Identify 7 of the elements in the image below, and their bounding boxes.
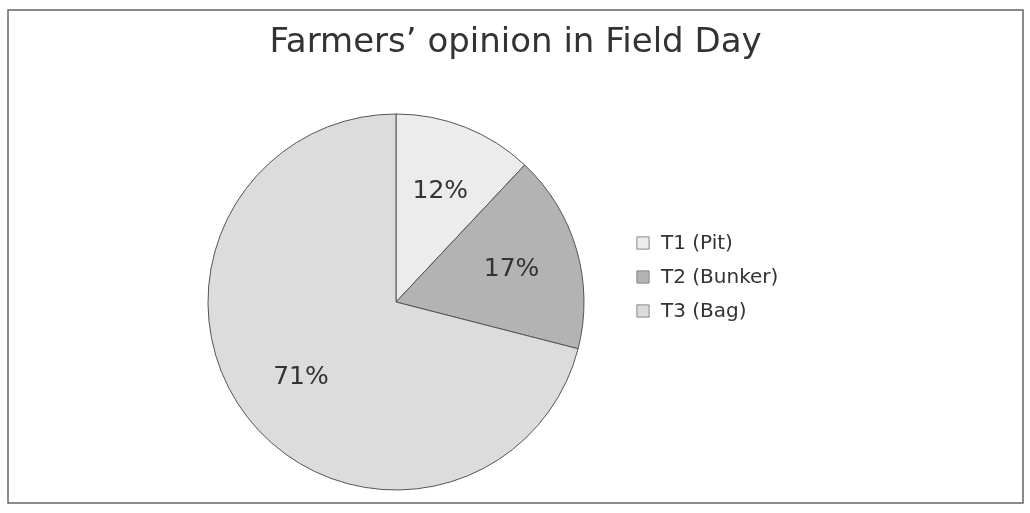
legend-label: T2 (Bunker) (660, 264, 779, 288)
data-label: 71% (273, 360, 329, 390)
legend-label: T3 (Bag) (660, 298, 747, 322)
data-label: 17% (483, 253, 540, 283)
data-label: 12% (412, 175, 469, 205)
chart-title: Farmers’ opinion in Field Day (269, 20, 762, 60)
legend-label: T1 (Pit) (660, 230, 733, 254)
